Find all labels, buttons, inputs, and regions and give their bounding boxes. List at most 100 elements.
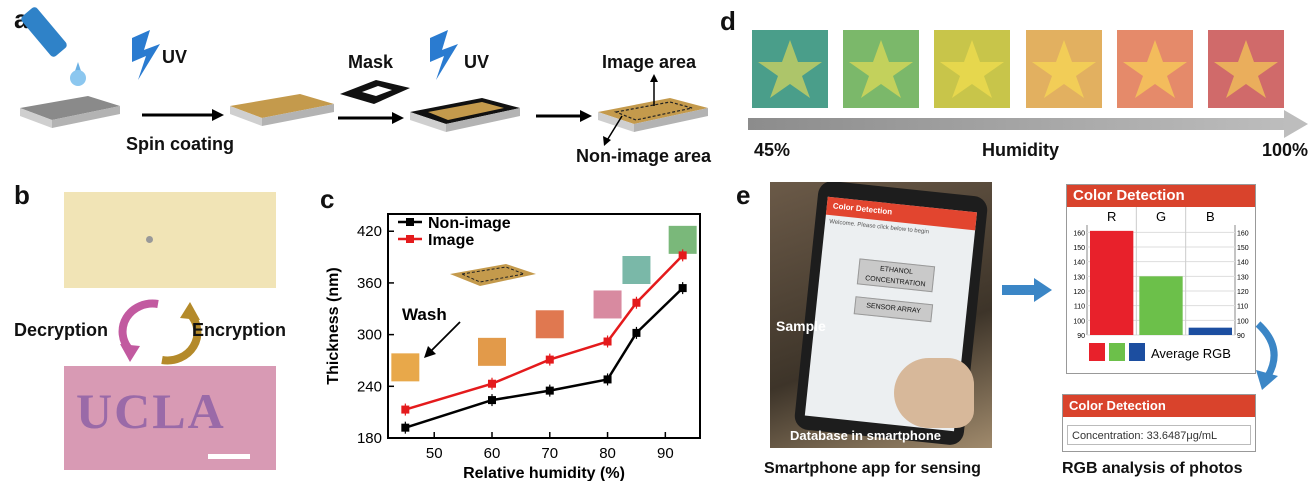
legend-label: Image: [428, 232, 474, 249]
rgb-bar: [1090, 230, 1134, 335]
humidity-swatch-row: [752, 30, 1284, 112]
ucla-pattern-text: UCLA: [76, 383, 226, 439]
inset-pattern-image: [535, 310, 564, 339]
data-point: [401, 423, 410, 432]
x-tick-label: 60: [484, 445, 501, 462]
database-label: Database in smartphone: [790, 428, 941, 443]
data-point: [545, 355, 554, 364]
inset-substrate-dashed: [460, 266, 526, 283]
concentration-value: Concentration: 33.6487μg/mL: [1067, 425, 1251, 445]
legend-marker: [406, 235, 414, 243]
inset-pattern-image: [622, 256, 651, 284]
sensor-array-button[interactable]: SENSOR ARRAY: [853, 296, 934, 323]
y-tick-label-right: 130: [1237, 274, 1249, 281]
substrate-coated: [230, 94, 334, 126]
inset-pattern-image: [478, 337, 506, 366]
data-point: [632, 328, 641, 337]
y-tick-label: 90: [1077, 333, 1085, 340]
panel-e-label: e: [736, 180, 751, 210]
scale-bar: [208, 454, 250, 459]
concentration-card: Color Detection Concentration: 33.6487μg…: [1062, 394, 1256, 452]
panel-b-label: b: [14, 180, 30, 210]
category-label: R: [1107, 209, 1116, 224]
star-swatch: [1116, 30, 1193, 108]
non-image-area-label: Non-image area: [576, 146, 712, 166]
spin-coating-label: Spin coating: [126, 134, 234, 154]
panel-a-schematic: [20, 7, 708, 146]
inset-pattern-image: [668, 225, 697, 254]
y-tick-label: 360: [357, 275, 382, 292]
star-swatch: [1025, 30, 1102, 108]
data-point: [603, 375, 612, 384]
y-tick-label-right: 160: [1237, 230, 1249, 237]
decrypted-film-photo: [64, 192, 276, 288]
x-axis-label: Relative humidity (%): [463, 465, 625, 481]
substrate-patterned: [598, 98, 708, 132]
y-tick-label: 160: [1073, 230, 1085, 237]
dropper-icon: [21, 7, 86, 86]
y-axis-label: Thickness (nm): [325, 267, 342, 384]
star-swatch: [934, 30, 1011, 108]
x-tick-label: 70: [541, 445, 558, 462]
substrate-masked: [410, 98, 520, 132]
y-tick-label: 420: [357, 223, 382, 240]
x-tick-label: 80: [599, 445, 616, 462]
star-swatch: [752, 30, 828, 108]
uv-lightning-icon: [132, 30, 160, 80]
inset-substrate: [450, 264, 536, 286]
rgb-bar: [1139, 276, 1183, 335]
x-tick-label: 90: [657, 445, 674, 462]
inset-pattern-image: [391, 353, 420, 382]
humidity-gradient-arrow: [748, 110, 1308, 138]
star-swatch: [1208, 30, 1284, 108]
rgb-bar-chart: 90 90 100 100 110 110 120 120 130 130 140 140 150 150…: [1073, 207, 1249, 361]
average-swatch: [1089, 343, 1105, 361]
decryption-label: Decryption: [14, 320, 109, 340]
uv-lightning-icon-2: [430, 30, 458, 80]
data-point: [488, 396, 496, 405]
panel-d-label: d: [720, 6, 736, 36]
panel-c-label: c: [320, 184, 335, 214]
y-tick-label: 300: [357, 327, 382, 344]
series-line: [404, 287, 684, 429]
data-point: [678, 284, 687, 293]
finger: [894, 358, 974, 428]
encryption-label: Encryption: [192, 320, 287, 340]
y-tick-label-right: 110: [1237, 304, 1248, 311]
average-rgb-label: Average RGB: [1151, 346, 1231, 361]
curved-arrow-icon: [1255, 321, 1278, 390]
legend-marker: [406, 218, 414, 226]
y-tick-label-right: 90: [1237, 333, 1245, 340]
wash-arrowhead: [424, 346, 436, 358]
rgb-analysis-card: Color Detection 90 90 100 100 110 110 120 120 13…: [1066, 184, 1256, 374]
star-swatch: [843, 30, 920, 108]
humidity-start-label: 45%: [754, 140, 791, 160]
uv-label-1: UV: [162, 47, 188, 67]
rgb-card-title: Color Detection: [1067, 185, 1255, 207]
ethanol-concentration-button[interactable]: ETHANOL CONCENTRATION: [856, 258, 936, 293]
category-label: G: [1156, 209, 1166, 224]
y-tick-label: 100: [1073, 318, 1085, 325]
y-tick-label: 180: [357, 430, 382, 447]
panel-a-label: a: [14, 4, 29, 34]
inset-pattern-image: [593, 290, 622, 319]
rgb-bar: [1188, 327, 1232, 335]
cycle-arrows-icon: [118, 299, 202, 365]
y-tick-label: 150: [1073, 245, 1085, 252]
flow-arrow-icon: [1002, 278, 1052, 302]
caption-smartphone-app: Smartphone app for sensing: [764, 460, 981, 477]
data-point: [678, 251, 687, 260]
concentration-card-title: Color Detection: [1063, 395, 1255, 417]
encrypted-film-photo: UCLA: [64, 366, 276, 470]
y-tick-label: 240: [357, 378, 382, 395]
data-point: [545, 386, 554, 395]
category-label: B: [1206, 209, 1215, 224]
y-tick-label-right: 150: [1237, 245, 1249, 252]
data-point: [603, 337, 612, 346]
legend-label: Non-image: [428, 215, 511, 232]
substrate-plain: [20, 96, 120, 128]
data-point: [632, 298, 641, 307]
average-swatch: [1109, 343, 1125, 361]
y-tick-label: 140: [1073, 260, 1085, 267]
wash-label: Wash: [402, 305, 447, 324]
